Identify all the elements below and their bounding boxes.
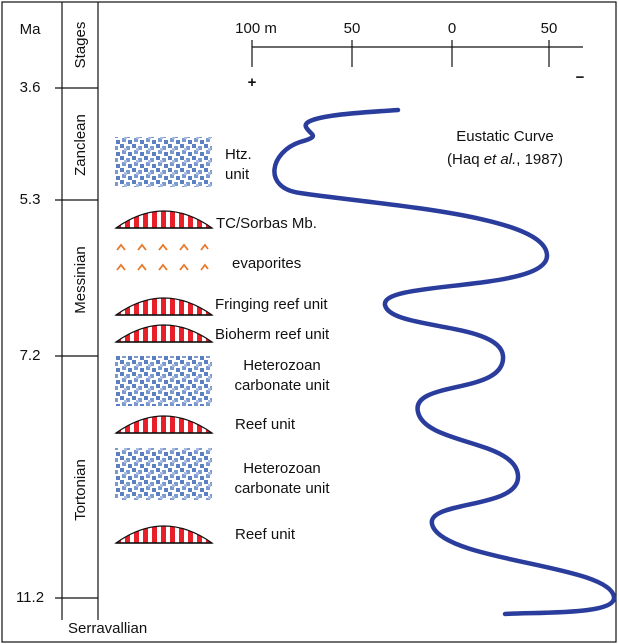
age-tick-label: 5.3 (20, 191, 41, 208)
curve-citation: (Haq et al., 1987) (447, 151, 563, 168)
citation-part: et al. (484, 151, 517, 168)
unit-label: Reef unit (235, 526, 296, 543)
heterozoan-symbol (115, 356, 212, 406)
stages-title: Stages (72, 22, 89, 69)
reef-symbol (115, 210, 213, 229)
age-unit: Ma (20, 21, 41, 38)
reef-symbol (115, 324, 213, 343)
unit-label: Heterozoan (243, 357, 321, 374)
heterozoan-symbol (115, 448, 212, 500)
citation-part: , 1987) (516, 151, 563, 168)
citation-part: (Haq (447, 151, 484, 168)
unit-label: TC/Sorbas Mb. (216, 215, 317, 232)
scale-minus: − (576, 69, 585, 86)
scale-label: 100 m (235, 20, 277, 37)
unit-label: Htz. (225, 146, 252, 163)
stage-name: Zanclean (72, 114, 89, 176)
unit-label: Fringing reef unit (215, 296, 328, 313)
scale-label: 50 (541, 20, 558, 37)
reef-symbol (115, 297, 213, 316)
unit-label: carbonate unit (234, 377, 330, 394)
curve-title: Eustatic Curve (456, 128, 554, 145)
unit-label: Heterozoan (243, 460, 321, 477)
scale-plus: + (248, 74, 257, 91)
unit-label: Bioherm reef unit (215, 326, 330, 343)
unit-label: unit (225, 166, 250, 183)
eustatic-curve (272, 107, 617, 617)
unit-label: evaporites (232, 255, 301, 272)
stage-name: Messinian (72, 246, 89, 314)
stage-name: Tortonian (72, 459, 89, 521)
stage-name: Serravallian (68, 620, 147, 637)
age-tick-label: 11.2 (16, 589, 44, 606)
unit-label: Reef unit (235, 416, 296, 433)
scale-label: 0 (448, 20, 456, 37)
age-tick-label: 7.2 (20, 347, 41, 364)
age-tick-label: 3.6 (20, 79, 41, 96)
stage-boundaries (55, 87, 98, 599)
unit-label: carbonate unit (234, 480, 330, 497)
evaporite-symbol (116, 243, 209, 271)
reef-symbol (115, 525, 213, 544)
scale-bar: 100 m 50 0 50 + − (235, 20, 584, 91)
heterozoan-symbol (115, 137, 212, 187)
scale-label: 50 (344, 20, 361, 37)
reef-symbol (115, 415, 213, 434)
